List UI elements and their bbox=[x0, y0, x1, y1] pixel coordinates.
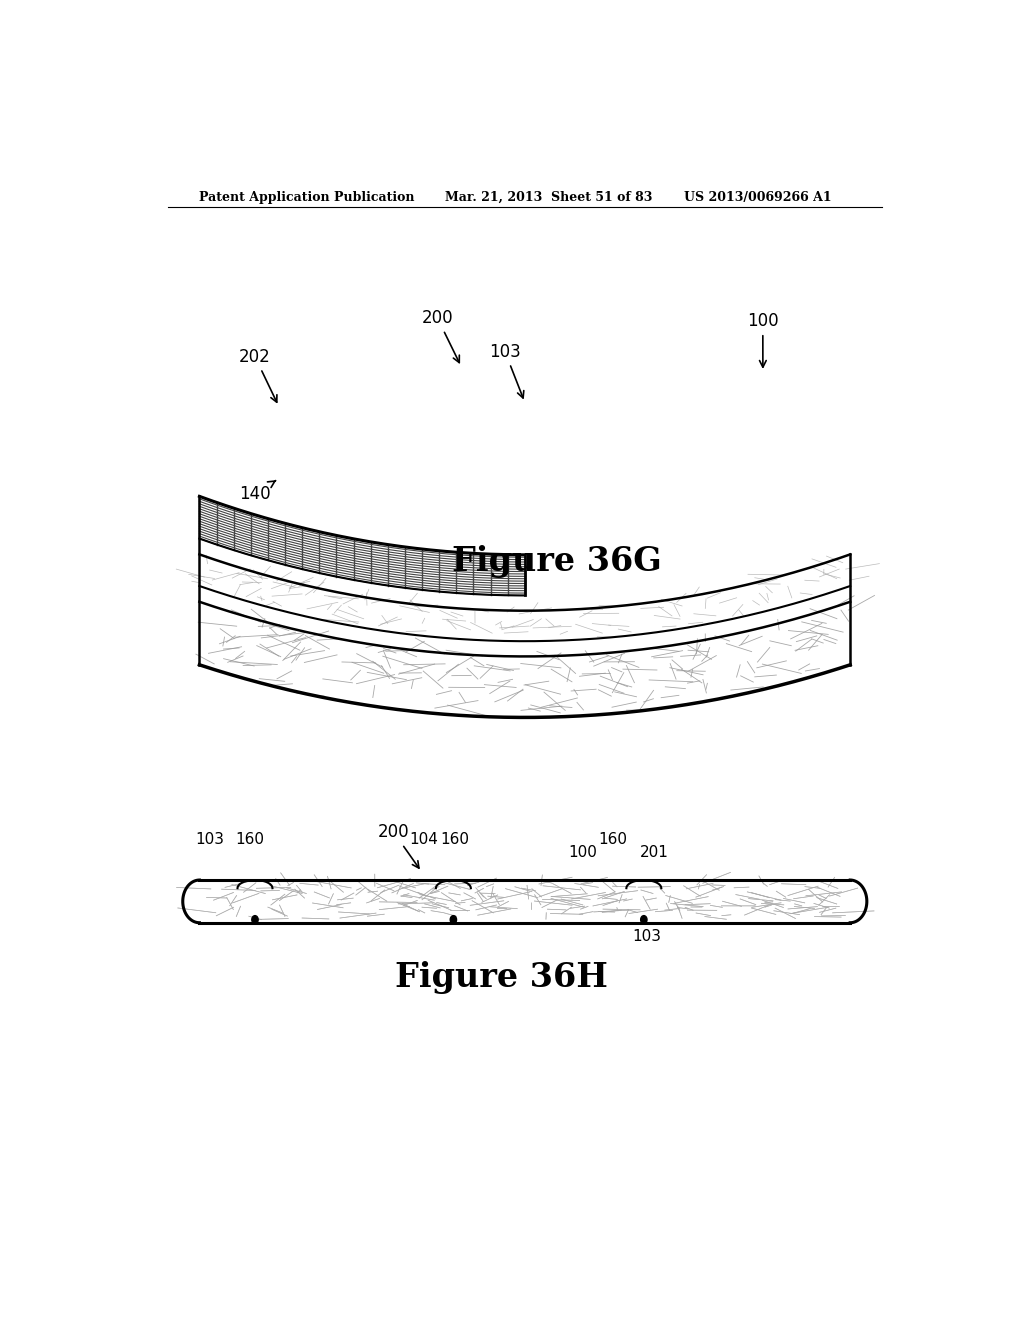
Circle shape bbox=[252, 916, 258, 924]
Text: 103: 103 bbox=[489, 343, 524, 399]
Text: 200: 200 bbox=[378, 824, 419, 869]
Text: 140: 140 bbox=[240, 480, 275, 503]
Text: 200: 200 bbox=[422, 309, 460, 363]
Text: 160: 160 bbox=[599, 833, 628, 847]
Text: 103: 103 bbox=[196, 833, 224, 847]
Text: Mar. 21, 2013  Sheet 51 of 83: Mar. 21, 2013 Sheet 51 of 83 bbox=[445, 191, 653, 203]
Text: 202: 202 bbox=[240, 347, 276, 403]
Text: Figure 36G: Figure 36G bbox=[452, 545, 662, 578]
Circle shape bbox=[641, 916, 647, 924]
Text: 100: 100 bbox=[568, 845, 597, 859]
Text: US 2013/0069266 A1: US 2013/0069266 A1 bbox=[684, 191, 831, 203]
Text: 104: 104 bbox=[410, 833, 438, 847]
Text: 100: 100 bbox=[748, 312, 778, 367]
Circle shape bbox=[451, 916, 457, 924]
Text: Patent Application Publication: Patent Application Publication bbox=[200, 191, 415, 203]
Text: 201: 201 bbox=[640, 845, 669, 859]
Text: Figure 36H: Figure 36H bbox=[394, 961, 607, 994]
Text: 103: 103 bbox=[632, 929, 660, 944]
Text: 160: 160 bbox=[440, 833, 469, 847]
Text: 160: 160 bbox=[236, 833, 264, 847]
